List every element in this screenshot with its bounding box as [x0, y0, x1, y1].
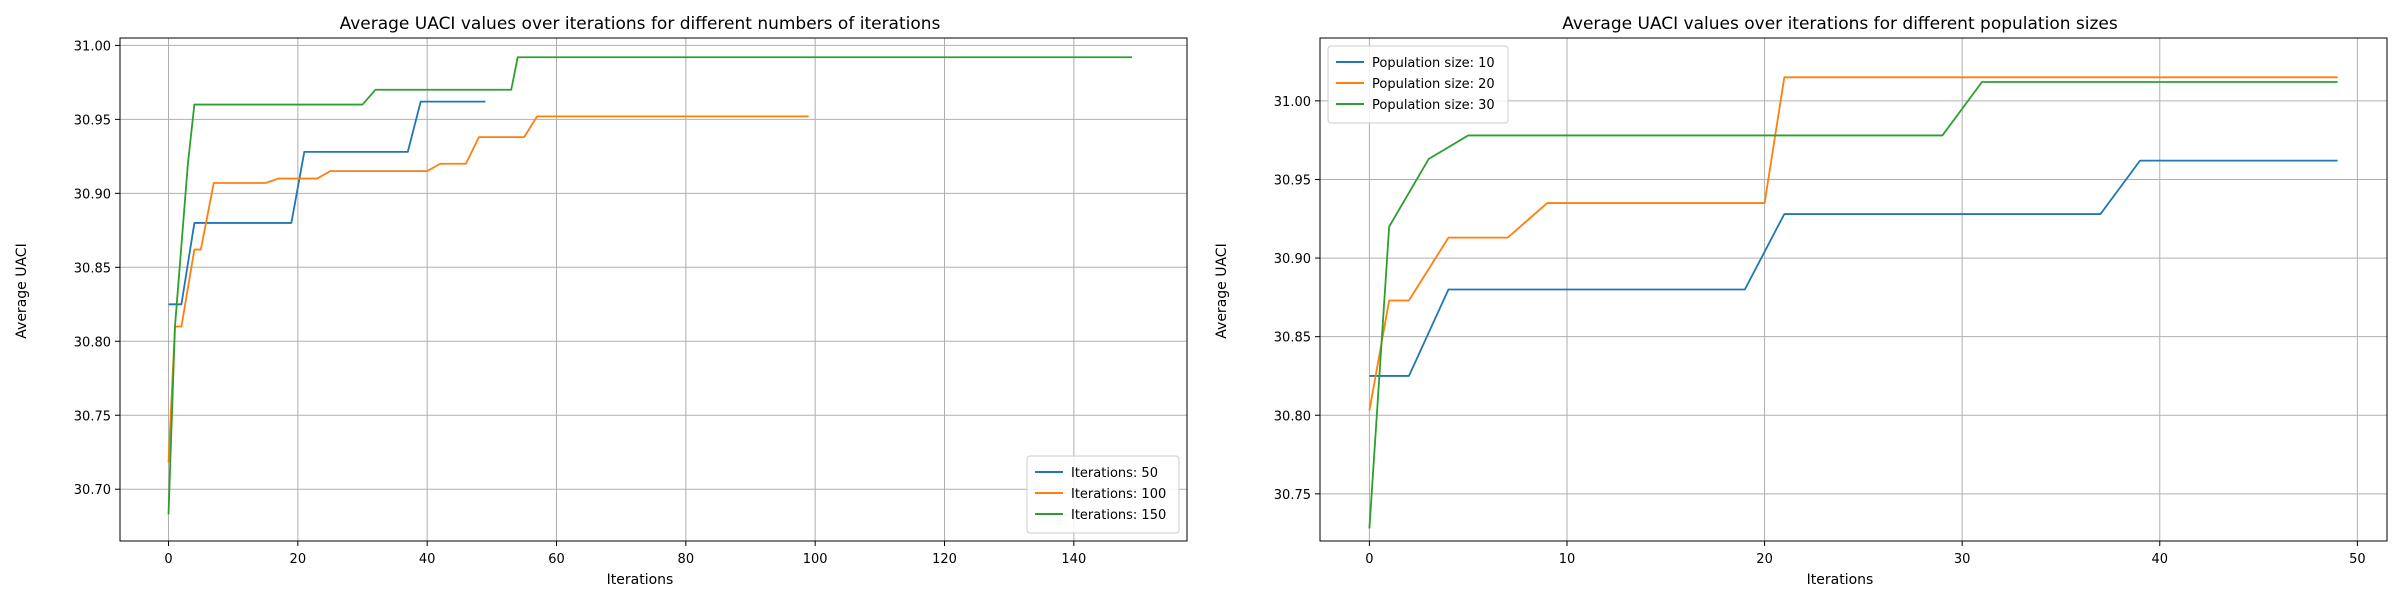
y-axis-label: Average UACI	[14, 243, 30, 338]
x-tick-label: 0	[164, 552, 172, 567]
y-tick-label: 30.75	[1274, 488, 1311, 503]
y-tick-label: 30.90	[1274, 252, 1311, 267]
series-line	[1368, 76, 2338, 411]
y-tick-label: 30.70	[74, 483, 111, 498]
chart-title: Average UACI values over iterations for …	[1562, 14, 2118, 34]
x-tick-label: 100	[803, 552, 828, 567]
x-tick-label: 0	[1365, 552, 1373, 567]
x-tick-label: 40	[2151, 552, 2168, 567]
x-tick-label: 10	[1559, 552, 1576, 567]
y-tick-label: 30.95	[74, 113, 111, 128]
x-tick-label: 20	[290, 552, 307, 567]
legend: Population size: 10 Population size: 20 Po…	[1327, 45, 1509, 124]
legend-label: Iterations: 150	[1071, 508, 1166, 523]
y-tick-label: 31.00	[74, 39, 111, 54]
legend-box	[1026, 455, 1180, 534]
x-tick-label: 20	[1756, 552, 1773, 567]
x-tick-label: 30	[1954, 552, 1971, 567]
x-axis-label: Iterations	[1807, 572, 1874, 588]
y-tick-label: 30.90	[74, 187, 111, 202]
y-axis-label: Average UACI	[1214, 243, 1230, 338]
legend-label: Population size: 30	[1372, 98, 1495, 113]
x-tick-label: 60	[548, 552, 565, 567]
y-tick-label: 30.75	[74, 409, 111, 424]
legend: Iterations: 50 Iterations: 100 Iterations:…	[1026, 455, 1180, 534]
x-tick-label: 120	[932, 552, 957, 567]
y-tick-label: 31.00	[1274, 95, 1311, 110]
chart-population: Average UACI values over iterations for …	[1214, 14, 2388, 588]
plot-frame	[119, 37, 1188, 542]
x-tick-label: 140	[1061, 552, 1086, 567]
x-tick-label: 50	[2349, 552, 2366, 567]
x-tick-label: 40	[419, 552, 436, 567]
grid	[120, 38, 1187, 541]
y-tick-label: 30.85	[1274, 331, 1311, 346]
legend-label: Population size: 10	[1372, 56, 1495, 71]
legend-label: Iterations: 50	[1071, 466, 1158, 481]
y-tick-label: 30.95	[1274, 173, 1311, 188]
series-line	[167, 115, 809, 463]
series-line	[168, 100, 486, 306]
y-tick-label: 30.80	[1274, 409, 1311, 424]
series-line	[1368, 81, 2338, 529]
legend-box	[1327, 45, 1509, 124]
legend-label: Population size: 20	[1372, 77, 1495, 92]
series-line	[1369, 159, 2338, 377]
series-line	[167, 56, 1133, 515]
x-tick-label: 80	[678, 552, 695, 567]
plot-frame	[1319, 37, 2388, 542]
chart-title: Average UACI values over iterations for …	[340, 14, 941, 34]
legend-label: Iterations: 100	[1071, 487, 1166, 502]
chart-iterations: Average UACI values over iterations for …	[14, 14, 1188, 588]
y-tick-label: 30.85	[74, 261, 111, 276]
x-axis-label: Iterations	[607, 572, 674, 588]
y-tick-label: 30.80	[74, 335, 111, 350]
